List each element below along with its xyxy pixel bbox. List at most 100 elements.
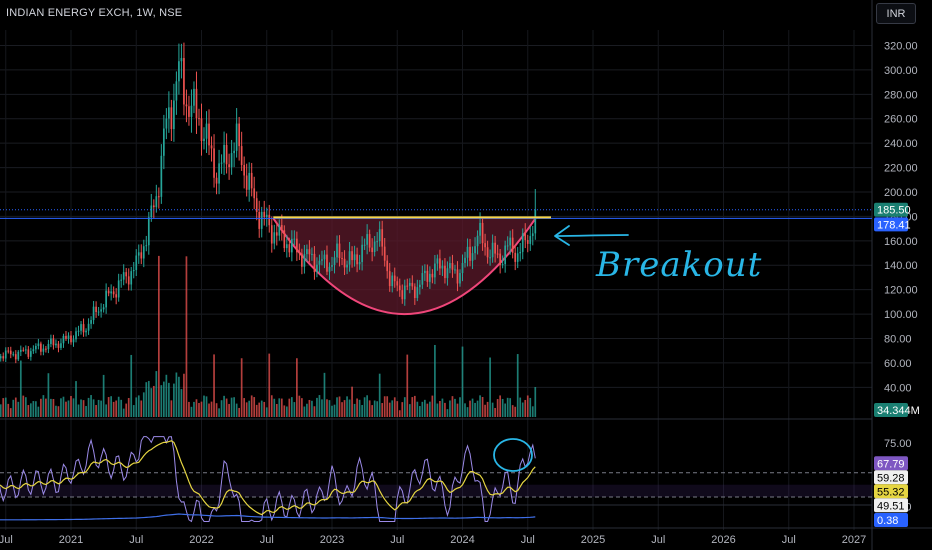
volume-bar bbox=[157, 255, 160, 417]
candle-body bbox=[313, 253, 316, 273]
rsi-value-badge-bg bbox=[874, 456, 908, 471]
candle-body bbox=[92, 306, 95, 321]
candle-body bbox=[185, 104, 188, 107]
volume-bar bbox=[471, 398, 474, 417]
candle-body bbox=[200, 118, 203, 142]
candle-body bbox=[80, 324, 82, 331]
volume-bar bbox=[426, 403, 429, 417]
volume-bar bbox=[361, 405, 363, 417]
volume-bar bbox=[137, 395, 140, 417]
volume-bar bbox=[115, 400, 118, 417]
volume-bar bbox=[381, 403, 384, 417]
volume-bar bbox=[424, 399, 426, 417]
candle-body bbox=[441, 265, 444, 269]
volume-bar bbox=[243, 398, 246, 417]
candle-body bbox=[376, 241, 379, 243]
candle-body bbox=[132, 269, 135, 272]
candle-body bbox=[481, 222, 484, 244]
candle-body bbox=[142, 246, 145, 259]
volume-bar bbox=[147, 380, 150, 417]
volume-bar bbox=[373, 400, 376, 417]
price-tick-label: 140.00 bbox=[884, 260, 918, 272]
volume-bar bbox=[331, 405, 333, 417]
candle-body bbox=[102, 307, 105, 310]
volume-bar bbox=[516, 354, 519, 417]
price-tick-label: 60.00 bbox=[884, 358, 912, 370]
candle-body bbox=[45, 348, 47, 350]
volume-bar bbox=[531, 406, 534, 417]
candle-body bbox=[336, 243, 338, 258]
time-tick-label: Jul bbox=[390, 534, 404, 546]
candle-body bbox=[496, 253, 499, 255]
candle-body bbox=[127, 276, 130, 285]
volume-bar bbox=[481, 396, 484, 417]
volume-bar bbox=[102, 374, 105, 417]
volume-bar bbox=[293, 402, 296, 417]
volume-bar bbox=[165, 374, 168, 417]
volume-bar bbox=[213, 354, 215, 417]
volume-bar bbox=[205, 396, 208, 417]
volume-bar bbox=[190, 406, 193, 417]
candle-body bbox=[223, 144, 225, 163]
volume-bar bbox=[446, 409, 449, 417]
candle-body bbox=[311, 253, 313, 255]
volume-bar bbox=[444, 402, 446, 417]
price-tick-label: 160.00 bbox=[884, 236, 918, 248]
candle-body bbox=[178, 61, 180, 82]
candle-body bbox=[356, 254, 358, 265]
candle-body bbox=[82, 324, 85, 333]
candle-body bbox=[308, 249, 311, 255]
volume-bar bbox=[406, 354, 409, 417]
volume-bar bbox=[185, 256, 188, 417]
candle-body bbox=[418, 284, 421, 288]
candle-body bbox=[479, 222, 481, 236]
volume-bar bbox=[127, 398, 130, 417]
currency-button[interactable]: INR bbox=[876, 3, 916, 24]
volume-bar bbox=[218, 408, 220, 417]
volume-bar bbox=[210, 401, 213, 417]
volume-bar bbox=[50, 398, 52, 417]
volume-bar bbox=[348, 399, 351, 417]
candle-body bbox=[398, 285, 401, 291]
candle-body bbox=[243, 165, 246, 176]
volume-bar bbox=[275, 403, 278, 417]
candle-body bbox=[40, 343, 42, 352]
volume-bar bbox=[42, 395, 45, 417]
breakout-arrow-head bbox=[554, 225, 570, 246]
price-tick-label: 40.00 bbox=[884, 382, 912, 394]
volume-bar bbox=[496, 399, 499, 417]
candle-body bbox=[255, 198, 258, 212]
price-tick-label: 200.00 bbox=[884, 187, 918, 199]
volume-bar bbox=[253, 397, 256, 417]
candle-body bbox=[235, 123, 238, 151]
volume-bar bbox=[87, 397, 90, 417]
candle-body bbox=[140, 252, 143, 259]
volume-bar bbox=[37, 406, 40, 417]
volume-bar bbox=[47, 373, 50, 417]
candle-body bbox=[303, 254, 306, 267]
candle-body bbox=[220, 162, 223, 164]
volume-bar bbox=[215, 403, 218, 417]
time-tick-label: Jul bbox=[129, 534, 143, 546]
volume-bar bbox=[125, 403, 128, 417]
candle-body bbox=[491, 242, 494, 258]
candle-body bbox=[225, 144, 228, 165]
volume-bar bbox=[489, 357, 491, 417]
volume-bar bbox=[454, 398, 456, 417]
candle-body bbox=[343, 258, 346, 268]
volume-bar bbox=[464, 403, 466, 417]
volume-bar bbox=[160, 385, 163, 417]
volume-bar bbox=[60, 398, 62, 417]
candle-body bbox=[100, 309, 102, 312]
volume-bar bbox=[393, 397, 396, 417]
volume-bar bbox=[416, 401, 419, 417]
volume-bar bbox=[391, 400, 394, 417]
volume-bar bbox=[534, 387, 537, 417]
candle-body bbox=[386, 260, 389, 272]
volume-bar bbox=[439, 400, 441, 417]
volume-bar bbox=[77, 404, 80, 417]
volume-bar bbox=[328, 400, 331, 417]
candle-body bbox=[476, 235, 479, 247]
volume-bar bbox=[107, 397, 110, 417]
